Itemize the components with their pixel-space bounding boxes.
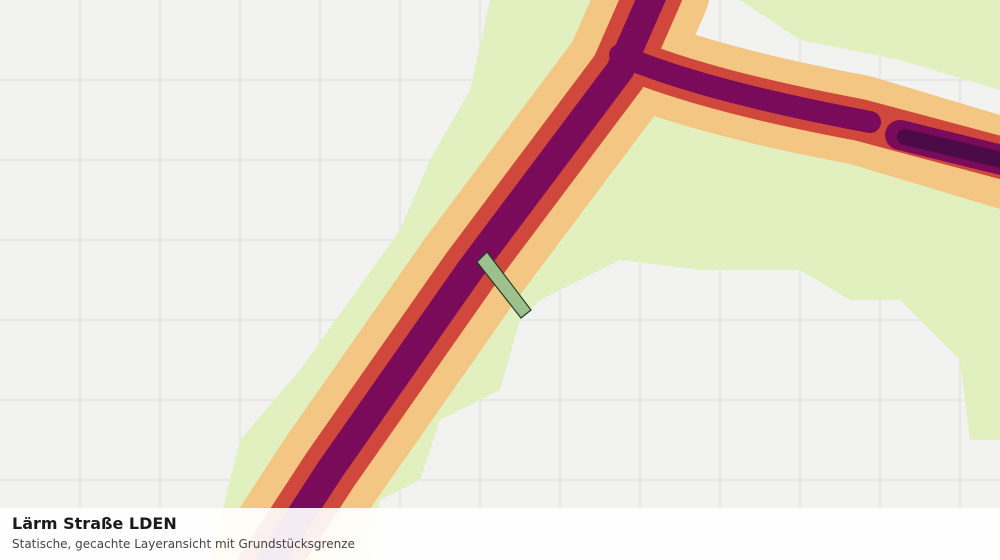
layer-title: Lärm Straße LDEN <box>12 514 177 533</box>
parcel-boundary[interactable] <box>476 251 532 319</box>
noise-bands <box>211 0 1000 560</box>
caption-panel: Lärm Straße LDEN Statische, gecachte Lay… <box>0 508 1000 560</box>
layer-subtitle: Statische, gecachte Layeransicht mit Gru… <box>12 537 355 551</box>
